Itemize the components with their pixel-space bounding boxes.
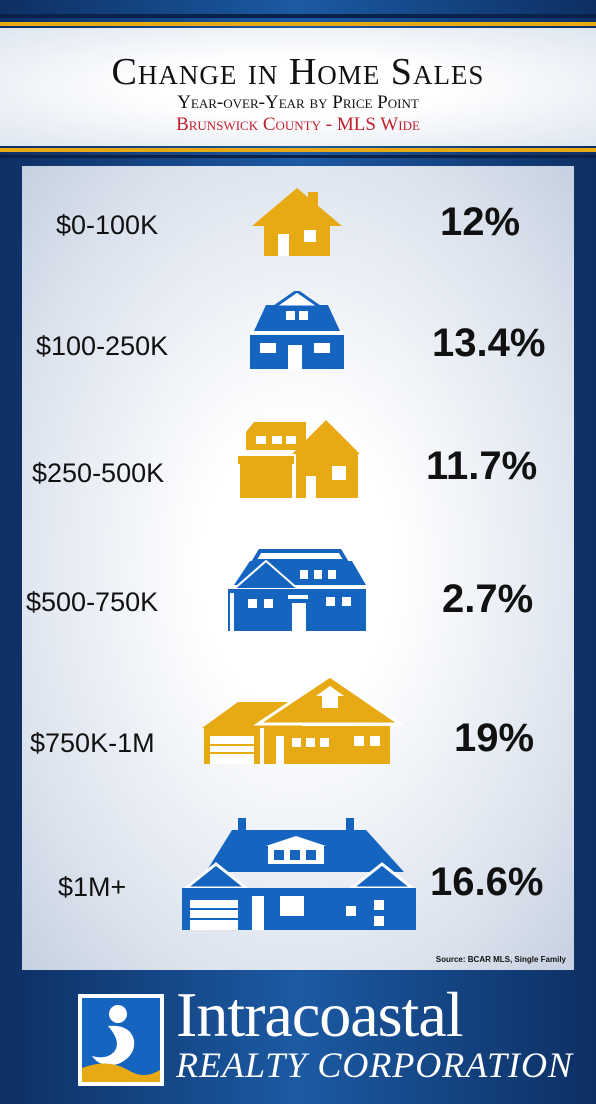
price-label: $100-250K — [36, 331, 169, 361]
row-250-500k: $250-500K 11.7% — [22, 416, 574, 551]
price-point-panel: $0-100K 12% $100-250K 13.4% $250-500K — [22, 166, 574, 970]
page-subtitle: Year-over-Year by Price Point — [177, 92, 419, 113]
change-percent: 19% — [454, 716, 535, 760]
price-label: $500-750K — [26, 587, 159, 617]
change-percent: 12% — [440, 200, 521, 244]
row-0-100k: $0-100K 12% — [22, 166, 574, 291]
change-percent: 2.7% — [442, 577, 534, 621]
house-with-dormer-icon — [250, 291, 344, 369]
header-stripe-gold — [0, 148, 596, 152]
large-house-icon — [228, 549, 366, 631]
source-note: Source: BCAR MLS, Single Family — [435, 955, 566, 964]
price-label: $1M+ — [58, 872, 127, 902]
change-percent: 11.7% — [426, 444, 538, 488]
small-cottage-icon — [252, 188, 342, 256]
change-percent: 13.4% — [432, 321, 546, 365]
row-1m-plus: $1M+ 16.6% — [22, 816, 574, 956]
ranch-house-garage-icon — [202, 676, 402, 764]
page-title: Change in Home Sales — [111, 51, 485, 93]
brand-subtitle: REALTY CORPORATION — [176, 1045, 573, 1085]
mansion-icon — [181, 818, 417, 930]
price-label: $250-500K — [32, 458, 165, 488]
intracoastal-logo-icon — [78, 994, 164, 1086]
top-stripe-gold — [0, 22, 596, 26]
brand-name: Intracoastal — [176, 979, 463, 1050]
change-percent: 16.6% — [430, 860, 544, 904]
price-label: $750K-1M — [30, 728, 155, 758]
two-story-house-icon — [238, 420, 360, 498]
header: Change in Home Sales Year-over-Year by P… — [0, 28, 596, 146]
region-label: Brunswick County - MLS Wide — [176, 114, 420, 135]
header-stripe-dark — [0, 155, 596, 158]
row-750k-1m: $750K-1M 19% — [22, 676, 574, 816]
row-100-250k: $100-250K 13.4% — [22, 291, 574, 416]
price-label: $0-100K — [56, 210, 159, 240]
top-stripe-dark — [0, 14, 596, 18]
row-500-750k: $500-750K 2.7% — [22, 549, 574, 676]
footer: Intracoastal REALTY CORPORATION — [0, 978, 596, 1104]
